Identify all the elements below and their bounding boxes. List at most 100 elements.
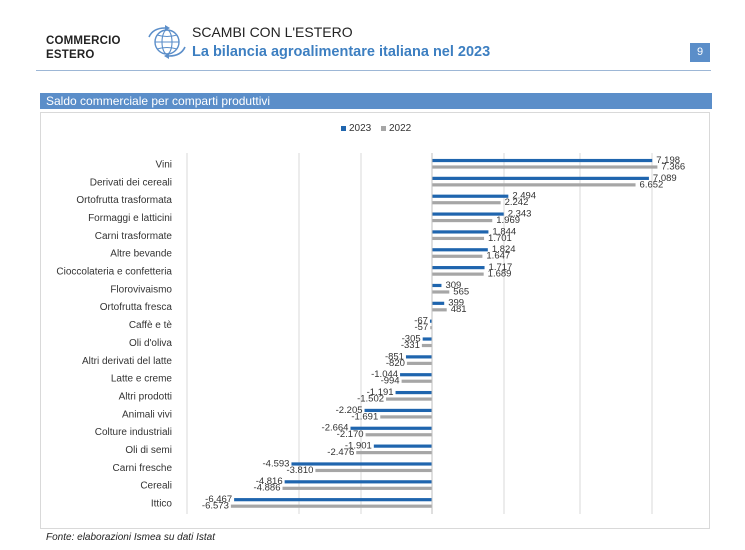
data-label-2023: -4.816 — [256, 476, 283, 487]
category-label: Caffè e tè — [129, 320, 173, 331]
category-label: Oli d'oliva — [129, 338, 172, 349]
bar-2022 — [432, 308, 447, 312]
data-label-2022: -6.573 — [202, 501, 229, 512]
data-label-2022: -331 — [401, 340, 420, 351]
data-label-2023: 2.343 — [508, 208, 532, 219]
category-label: Altri derivati del latte — [82, 356, 172, 367]
bar-2023 — [234, 498, 432, 502]
bar-2023 — [432, 283, 442, 288]
brand-line-1: COMMERCIO — [46, 35, 121, 47]
data-label-2023: -2.664 — [322, 423, 349, 434]
data-label-2022: 565 — [453, 286, 469, 297]
data-label-2022: -4.886 — [254, 483, 281, 494]
bar-2022 — [386, 397, 432, 401]
data-label-2022: -1.502 — [357, 393, 384, 404]
bar-2022 — [356, 451, 432, 455]
page-number: 9 — [690, 43, 710, 62]
globe-arrows-icon — [148, 25, 186, 59]
bar-2022 — [432, 272, 484, 276]
data-label-2023: 399 — [448, 298, 464, 309]
bar-2023 — [432, 212, 504, 216]
category-label: Oli di semi — [125, 445, 172, 456]
page-title: La bilancia agroalimentare italiana nel … — [192, 44, 491, 60]
data-label-2022: 6.652 — [640, 179, 664, 190]
category-label: Carni trasformate — [95, 231, 173, 242]
data-label-2023: 2.494 — [512, 191, 536, 202]
bar-2022 — [401, 379, 432, 383]
bar-2022 — [421, 343, 432, 348]
bar-2023 — [429, 319, 432, 323]
bar-2022 — [230, 504, 432, 508]
bar-2022 — [315, 468, 432, 473]
category-label: Latte e creme — [111, 374, 173, 385]
data-label-2023: -6.467 — [205, 494, 232, 505]
brand: COMMERCIO ESTERO — [46, 34, 121, 62]
legend-swatch-2023 — [341, 126, 346, 131]
legend-label-2022: 2022 — [389, 123, 412, 134]
data-label-2023: 1.824 — [492, 244, 516, 255]
data-label-2022: -57 — [415, 322, 429, 333]
bar-2023 — [422, 337, 432, 341]
bar-2022 — [432, 218, 493, 223]
bar-2023 — [405, 355, 432, 359]
category-label: Cereali — [140, 481, 172, 492]
bar-2023 — [432, 176, 649, 180]
category-label: Altre bevande — [110, 249, 172, 260]
data-label-2022: -994 — [381, 376, 400, 387]
data-label-2023: -67 — [414, 316, 428, 327]
data-label-2023: 7.198 — [656, 155, 680, 166]
bar-2023 — [395, 390, 432, 395]
header-divider — [36, 70, 711, 71]
category-label: Ortofrutta fresca — [100, 302, 173, 313]
category-label: Derivati dei cereali — [90, 177, 172, 188]
data-label-2023: -305 — [402, 333, 421, 344]
category-label: Carni fresche — [113, 463, 173, 474]
data-label-2022: 1.689 — [488, 269, 512, 280]
bar-2022 — [406, 361, 432, 365]
category-label: Animali vivi — [122, 409, 172, 420]
data-label-2022: -2.476 — [327, 447, 354, 458]
category-label: Ortofrutta trasformata — [76, 195, 172, 206]
category-label: Ittico — [151, 499, 173, 510]
data-label-2023: 309 — [445, 280, 461, 291]
bar-2022 — [432, 290, 450, 294]
bar-2022 — [432, 165, 658, 169]
bar-2023 — [432, 230, 489, 234]
bar-2023 — [373, 444, 432, 448]
bar-2022 — [432, 254, 483, 258]
data-label-2022: 2.242 — [505, 197, 529, 208]
data-label-2023: -4.593 — [263, 458, 290, 469]
category-label: Altri prodotti — [119, 391, 172, 402]
data-label-2023: 1.717 — [489, 262, 513, 273]
chart-panel: 2023 2022 Vini 7.198 7.366 Derivati dei cerea… — [40, 112, 710, 529]
data-label-2022: -3.810 — [286, 465, 313, 476]
bar-2023 — [432, 248, 488, 252]
data-label-2022: 481 — [451, 304, 467, 315]
category-label: Cioccolateria e confetteria — [56, 267, 172, 278]
data-label-2022: 1.647 — [486, 251, 510, 262]
bar-2023 — [432, 158, 653, 163]
chart-banner: Saldo commerciale per comparti produttiv… — [40, 93, 712, 109]
data-label-2022: 7.366 — [661, 161, 685, 172]
data-label-2023: -2.205 — [336, 405, 363, 416]
legend-swatch-2022 — [381, 126, 386, 131]
legend-label-2023: 2023 — [349, 123, 372, 134]
bar-2023 — [400, 373, 432, 377]
source-note: Fonte: elaborazioni Ismea su dati Istat — [46, 532, 215, 543]
bar-2022 — [430, 326, 432, 330]
section-title: SCAMBI CON L'ESTERO — [192, 24, 353, 40]
bar-2023 — [432, 301, 445, 305]
bar-2022 — [432, 183, 636, 187]
data-label-2022: -820 — [386, 358, 405, 369]
bar-2023 — [432, 266, 485, 270]
data-label-2022: -1.691 — [351, 411, 378, 422]
bar-2022 — [432, 201, 501, 205]
data-label-2022: 1.701 — [488, 233, 512, 244]
data-label-2023: -1.901 — [345, 441, 372, 452]
data-label-2023: 7.089 — [653, 173, 677, 184]
bar-2022 — [432, 236, 485, 241]
category-label: Colture industriali — [95, 427, 172, 438]
data-label-2023: -1.191 — [367, 387, 394, 398]
data-label-2023: -1.044 — [371, 369, 398, 380]
